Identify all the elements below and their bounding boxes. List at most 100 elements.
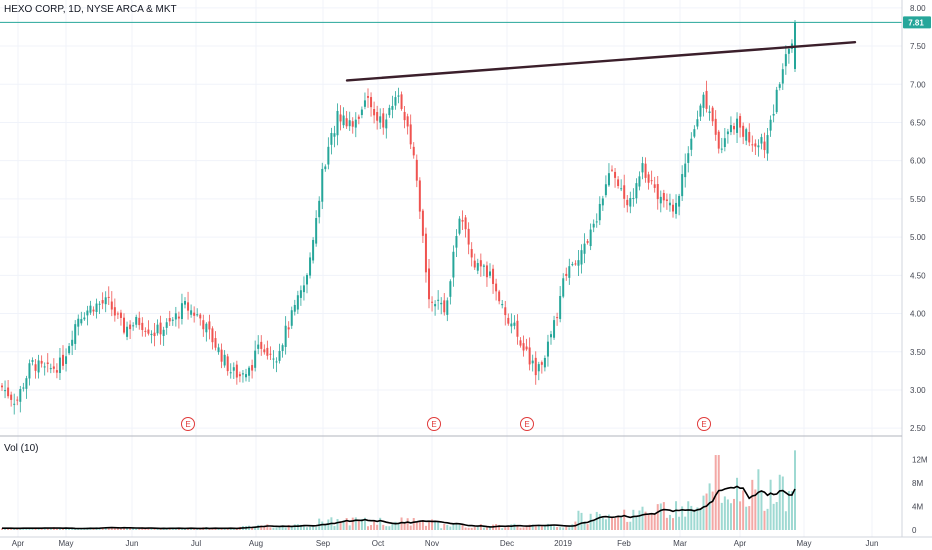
volume-bar (174, 528, 177, 530)
candle-body (31, 360, 34, 362)
volume-bar (723, 496, 726, 530)
candle-body (263, 349, 266, 353)
candle-body (7, 387, 10, 397)
candle-body (437, 299, 440, 301)
candle-body (601, 198, 604, 206)
candle-body (522, 343, 525, 351)
volume-bar (104, 527, 107, 530)
volume-bar (1, 528, 3, 530)
volume-bar (211, 528, 214, 530)
candle-body (498, 291, 501, 302)
candle-body (553, 320, 556, 338)
candle-body (43, 366, 46, 368)
time-tick-label: Apr (12, 539, 25, 548)
candle-body (644, 163, 647, 178)
volume-bar (260, 525, 263, 530)
volume-bar (519, 527, 522, 530)
volume-bar (638, 510, 641, 530)
time-tick-label: Jun (126, 539, 139, 548)
candle-body (699, 105, 702, 117)
candle-body (156, 324, 159, 334)
volume-tick-label: 12M (912, 456, 928, 465)
price-tick-label: 4.00 (910, 310, 926, 319)
candle-body (565, 273, 568, 276)
resistance-trendline[interactable] (345, 41, 857, 82)
candle-body (46, 362, 49, 364)
candle-body (638, 176, 641, 187)
candle-body (760, 137, 763, 144)
volume-bar (199, 528, 202, 530)
volume-bar (702, 495, 705, 530)
candle-body (577, 260, 580, 266)
volume-bar (287, 524, 290, 530)
candle-body (604, 184, 607, 196)
candle-body (65, 356, 68, 364)
volume-bar (49, 528, 52, 530)
volume-bar (534, 525, 537, 530)
candle-body (168, 318, 171, 322)
candle-body (40, 360, 43, 364)
candle-body (205, 323, 208, 333)
volume-bar (595, 511, 598, 530)
candle-body (184, 300, 186, 305)
candle-body (74, 324, 77, 344)
time-tick-label: Nov (425, 539, 439, 548)
candle-body (781, 69, 784, 84)
volume-bar (180, 528, 183, 530)
volume-bar (577, 510, 580, 530)
volume-bar (382, 524, 385, 530)
volume-bar (263, 526, 266, 530)
volume-bar (321, 521, 324, 530)
candle-body (550, 334, 552, 338)
earnings-label: E (701, 420, 706, 429)
time-tick-label: Mar (673, 539, 687, 548)
volume-bar (766, 508, 769, 530)
earnings-label: E (524, 420, 529, 429)
candle-body (583, 243, 586, 254)
earnings-icon[interactable] (427, 417, 441, 431)
volume-bar (193, 528, 196, 530)
price-tick-label: 3.50 (910, 348, 926, 357)
candle-body (723, 138, 726, 147)
candle-body (367, 96, 369, 98)
candle-body (385, 119, 388, 129)
volume-bar (147, 528, 150, 530)
volume-bar (556, 527, 559, 530)
candle-body (784, 54, 787, 67)
candle-body (501, 304, 504, 306)
candle-body (16, 399, 19, 401)
volume-bar (153, 528, 156, 530)
volume-bar (275, 527, 278, 530)
earnings-icon[interactable] (181, 417, 195, 431)
earnings-icon[interactable] (697, 417, 711, 431)
volume-bar (537, 524, 540, 530)
candle-body (598, 203, 601, 221)
candle-body (376, 112, 379, 121)
candle-body (373, 109, 376, 116)
volume-bar (455, 523, 458, 530)
candle-body (238, 374, 241, 377)
candle-body (540, 362, 543, 365)
candle-body (4, 390, 7, 392)
candle-body (83, 317, 86, 320)
candle-body (751, 144, 754, 146)
candle-body (748, 131, 751, 143)
volume-bar (705, 493, 708, 530)
candle-body (388, 107, 391, 116)
volume-bar (397, 522, 400, 530)
candle-body (309, 257, 312, 276)
price-axis[interactable] (902, 0, 932, 550)
volume-bar (696, 507, 699, 530)
earnings-icon[interactable] (520, 417, 534, 431)
candle-body (211, 328, 214, 343)
candle-body (193, 312, 196, 316)
candle-body (629, 198, 632, 207)
candle-body (25, 378, 28, 389)
candle-body (363, 100, 366, 107)
volume-moving-average-line (2, 485, 796, 530)
candle-body (223, 354, 226, 366)
volume-bar (394, 521, 397, 530)
volume-bar (324, 524, 327, 530)
volume-bar (367, 526, 369, 530)
